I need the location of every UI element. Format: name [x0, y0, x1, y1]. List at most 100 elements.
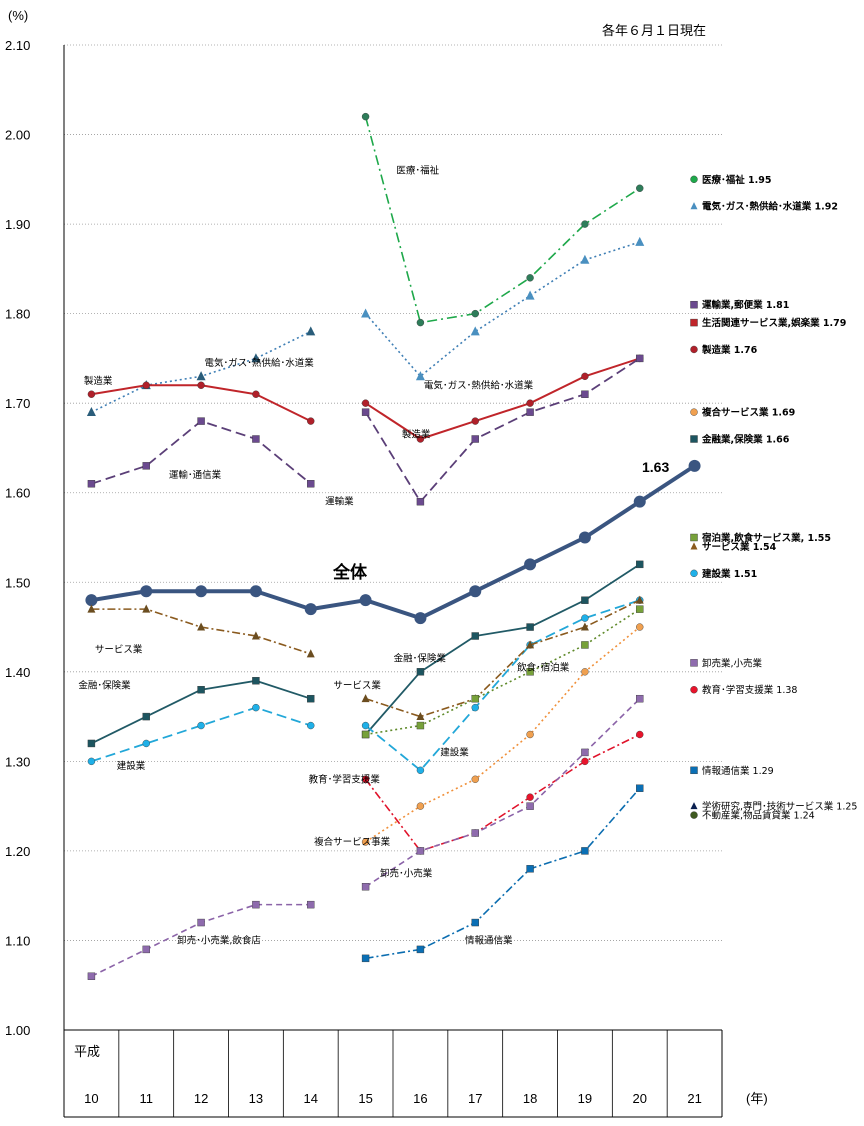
data-point-medical	[636, 184, 644, 192]
data-point-lodging	[581, 641, 589, 649]
series-annotation: 飲食･宿泊業	[517, 661, 570, 673]
data-point-construction	[307, 721, 315, 730]
legend-entry: 電気･ガス･熱供給･水道業 1.92	[702, 201, 838, 213]
x-tick-label: 12	[194, 1091, 208, 1106]
legend-entry: 学術研究,専門･技術サービス業 1.25	[702, 801, 857, 813]
legend-entry: 生活関連サービス業,娯楽業 1.79	[702, 317, 846, 329]
y-tick-label: 1.70	[5, 396, 30, 411]
series-education	[361, 730, 644, 855]
y-tick-label: 1.60	[5, 486, 30, 501]
series-annotation: 建設業	[440, 746, 469, 758]
data-point-construction	[197, 721, 205, 730]
data-point-total	[414, 612, 427, 625]
data-point-electric	[415, 371, 425, 381]
data-point-service	[580, 622, 589, 631]
data-point-manufacturing	[471, 417, 479, 425]
data-point-manufacturing	[87, 390, 96, 398]
series-line-total	[91, 464, 696, 621]
legend-marker	[690, 569, 698, 578]
data-point-compound	[471, 775, 479, 783]
data-point-medical	[526, 274, 534, 282]
y-tick-label: 1.50	[5, 575, 30, 590]
data-point-transport	[636, 354, 644, 363]
x-tick-label: 10	[84, 1091, 98, 1106]
annotations: 医療･福祉電気･ガス･熱供給･水道業電気･ガス･熱供給･水道業製造業製造業運輸･…	[78, 164, 569, 946]
axes	[63, 45, 722, 1117]
data-point-education	[526, 793, 534, 801]
series-line-compound	[365, 626, 641, 843]
data-point-total	[633, 495, 646, 508]
data-point-manufacturing	[197, 381, 205, 389]
data-point-wholesale	[87, 972, 96, 980]
series-annotation: サービス業	[333, 679, 381, 691]
legend-marker	[690, 202, 698, 210]
series-annotation: 教育･学習支援業	[309, 773, 381, 785]
series-annotation: 運輸業	[325, 496, 354, 508]
data-point-info	[361, 954, 370, 963]
legend-marker	[690, 300, 698, 309]
series-transport	[87, 354, 644, 506]
legend-marker	[690, 802, 698, 810]
data-point-info	[416, 945, 425, 954]
data-point-construction	[87, 757, 96, 766]
data-point-education	[636, 730, 644, 739]
data-point-transport	[307, 480, 315, 488]
series-group	[85, 112, 701, 980]
data-point-transport	[252, 435, 260, 443]
series-line-info	[365, 787, 641, 960]
y-tick-label: 1.20	[5, 844, 30, 859]
data-point-lodging	[416, 721, 425, 730]
data-point-service	[635, 595, 644, 604]
data-point-compound	[526, 730, 534, 739]
data-point-finance	[581, 596, 589, 604]
data-point-education	[361, 775, 370, 783]
legend-marker	[690, 766, 698, 775]
y-tick-label: 2.10	[5, 38, 30, 53]
x-tick-label: 21	[687, 1091, 701, 1106]
series-annotation: 製造業	[84, 375, 113, 387]
data-point-total	[304, 603, 317, 616]
data-point-manufacturing	[252, 390, 260, 398]
series-info	[361, 784, 644, 963]
data-point-total	[249, 585, 262, 598]
data-point-finance	[307, 694, 315, 703]
data-point-transport	[361, 408, 370, 416]
data-point-finance	[142, 712, 150, 721]
series-medical	[361, 112, 644, 327]
data-point-lodging	[636, 605, 644, 613]
data-point-wholesale	[636, 694, 644, 703]
data-point-medical	[361, 112, 370, 121]
data-point-manufacturing	[142, 381, 150, 389]
series-annotation: 卸売･小売業,飲食店	[177, 934, 261, 946]
legend-entry: 情報通信業 1.29	[702, 765, 774, 777]
data-point-total	[85, 594, 98, 607]
series-service	[87, 595, 644, 721]
data-point-service	[87, 604, 96, 613]
series-manufacturing	[87, 354, 644, 443]
series-annotation: サービス業	[95, 643, 143, 655]
data-point-finance	[197, 686, 205, 694]
data-point-wholesale	[581, 748, 589, 757]
data-point-finance	[252, 677, 260, 685]
data-point-medical	[416, 318, 425, 327]
data-point-wholesale	[361, 883, 370, 891]
x-tick-label: 20	[633, 1091, 647, 1106]
data-point-transport	[87, 480, 96, 488]
total-series-label: 全体	[332, 562, 368, 583]
series-annotation: 運輸･通信業	[169, 469, 222, 481]
data-point-service	[526, 640, 535, 649]
series-annotation: 卸売･小売業	[380, 867, 433, 879]
series-line-construction	[91, 706, 312, 763]
series-line-lodging	[365, 608, 641, 736]
data-point-total	[195, 585, 208, 598]
series-compound	[361, 623, 644, 846]
data-point-total	[140, 585, 153, 598]
data-point-info	[471, 918, 479, 927]
data-point-lodging	[361, 730, 370, 739]
legend-marker	[690, 811, 698, 819]
legend-marker	[690, 318, 698, 327]
data-point-service	[251, 631, 260, 640]
data-point-education	[581, 757, 589, 766]
data-point-finance	[87, 739, 96, 748]
